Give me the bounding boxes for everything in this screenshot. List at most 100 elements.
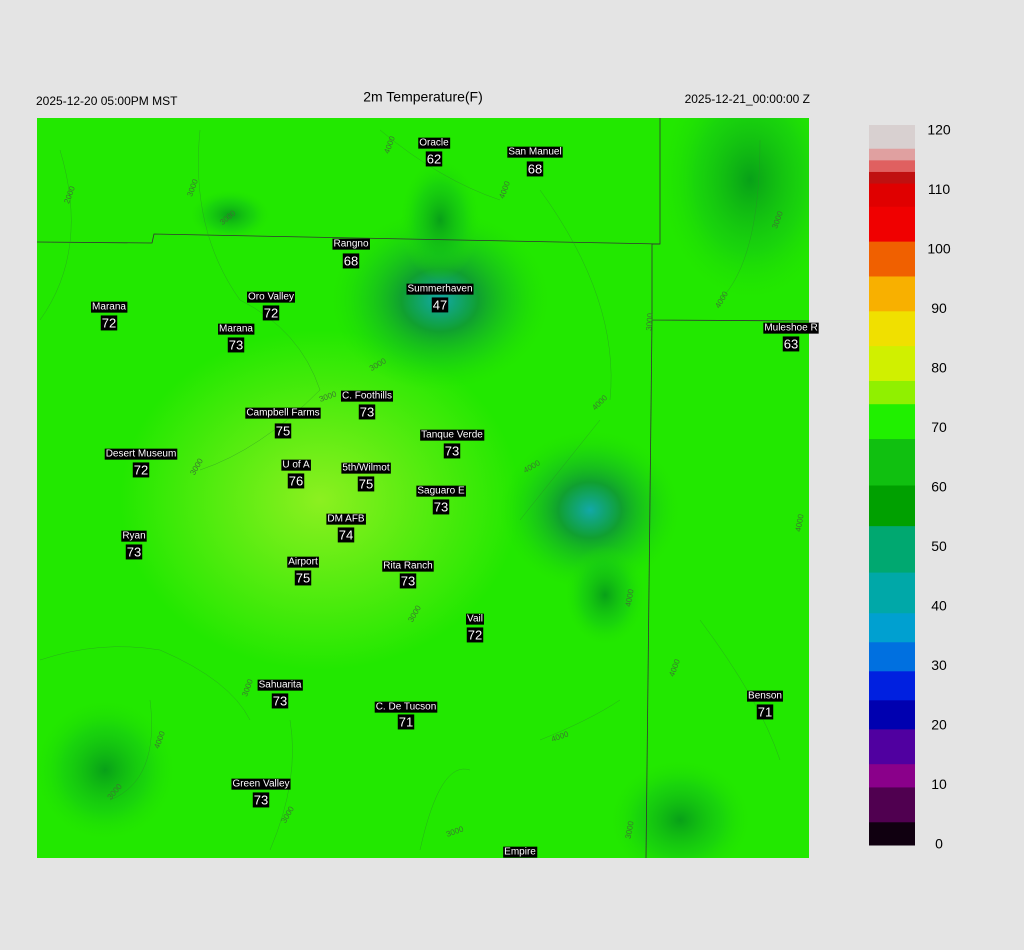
colorbar-segment xyxy=(869,380,915,405)
station-name-box: Rangno xyxy=(332,238,370,250)
station-value-box: 73 xyxy=(252,792,270,808)
label-bg xyxy=(406,283,474,295)
contour-label: 4000 xyxy=(794,513,806,533)
station-value-box: 74 xyxy=(337,527,355,543)
station-name-box: Vail xyxy=(466,613,484,625)
label-bg xyxy=(466,613,484,625)
station-name-box: Summerhaven xyxy=(406,283,474,295)
station-value: 68 xyxy=(344,253,358,268)
colorbar-segment xyxy=(869,821,915,846)
label-bg xyxy=(231,778,291,790)
station-name: Marana xyxy=(92,302,126,313)
colorbar-label: 40 xyxy=(931,598,947,614)
label-bg xyxy=(287,556,319,568)
station-value: 73 xyxy=(127,544,141,559)
colorbar-label: 20 xyxy=(931,717,947,733)
station-value-box: 73 xyxy=(399,573,417,589)
station-value-box: 73 xyxy=(227,337,245,353)
label-bg xyxy=(399,573,417,589)
label-bg xyxy=(747,690,783,702)
colorbar-segment xyxy=(869,345,915,381)
station-value: 72 xyxy=(134,462,148,477)
colorbar-segment xyxy=(869,125,915,149)
contour-label: 3000 xyxy=(624,820,636,840)
station-value: 72 xyxy=(264,305,278,320)
label-bg xyxy=(526,161,544,177)
station-name: Oro Valley xyxy=(248,292,294,303)
station-value: 75 xyxy=(359,476,373,491)
station-name-box: 5th/Wilmot xyxy=(341,462,391,474)
station-value: 75 xyxy=(276,423,290,438)
colorbar-segment xyxy=(869,148,915,161)
colorbar-segment xyxy=(869,310,915,347)
colorbar-segment xyxy=(869,403,915,440)
label-bg xyxy=(121,530,147,542)
label-bg xyxy=(227,337,245,353)
station-name: Summerhaven xyxy=(407,284,472,295)
label-bg xyxy=(274,423,292,439)
station-value-box: 75 xyxy=(274,423,292,439)
label-bg xyxy=(332,238,370,250)
station-value-box: 73 xyxy=(271,693,289,709)
station-name: DM AFB xyxy=(327,514,365,525)
station-name: Green Valley xyxy=(232,779,289,790)
station-name: Empire xyxy=(504,847,536,858)
station-name-box: Campbell Farms xyxy=(245,407,321,419)
label-bg xyxy=(281,459,311,471)
colorbar-segment xyxy=(869,241,915,277)
contour-label: 4000 xyxy=(624,588,636,608)
label-bg xyxy=(257,679,303,691)
station-value: 47 xyxy=(433,297,447,312)
station-value-box: 73 xyxy=(432,499,450,515)
colorbar-segment xyxy=(869,438,915,486)
station-name-box: Ryan xyxy=(121,530,147,542)
station-name-box: Tanque Verde xyxy=(420,429,485,441)
label-bg xyxy=(294,570,312,586)
station-name: Ryan xyxy=(122,531,145,542)
label-bg xyxy=(125,544,143,560)
colorbar-segment xyxy=(869,275,915,312)
label-bg xyxy=(245,407,321,419)
label-bg xyxy=(104,448,178,460)
station-value-box: 73 xyxy=(125,544,143,560)
label-bg xyxy=(218,323,255,335)
station-value: 73 xyxy=(254,792,268,807)
station-value: 74 xyxy=(339,527,353,542)
label-bg xyxy=(337,527,355,543)
station-name-box: C. Foothills xyxy=(340,390,394,402)
contour-label: 3000 xyxy=(644,312,655,331)
colorbar-segment xyxy=(869,159,915,172)
station-value: 73 xyxy=(445,443,459,458)
station-value-box: 73 xyxy=(358,404,376,420)
label-bg xyxy=(271,693,289,709)
station-name-box: Sahuarita xyxy=(257,679,303,691)
station-value-box: 72 xyxy=(100,315,118,331)
station-value-box: 72 xyxy=(466,627,484,643)
colorbar-segment xyxy=(869,641,915,672)
station-value-box: 68 xyxy=(526,161,544,177)
station-value: 73 xyxy=(273,693,287,708)
label-bg xyxy=(466,627,484,643)
station-name: Tanque Verde xyxy=(421,430,483,441)
station-name: Benson xyxy=(748,691,782,702)
station-name: C. De Tucson xyxy=(376,702,437,713)
station-name-box: Marana xyxy=(218,323,255,335)
colorbar-label: 60 xyxy=(931,479,947,495)
station-name: Muleshoe R xyxy=(764,323,817,334)
station-name-box: Saguaro E xyxy=(416,485,466,497)
label-bg xyxy=(262,305,280,321)
station-value-box: 76 xyxy=(287,473,305,489)
station-value: 63 xyxy=(784,336,798,351)
label-bg xyxy=(287,473,305,489)
colorbar-label: 120 xyxy=(927,122,951,138)
colorbar-segment xyxy=(869,485,915,527)
label-bg xyxy=(425,151,443,167)
station-value-box: 72 xyxy=(132,462,150,478)
colorbar-segment xyxy=(869,572,915,614)
station-name-box: San Manuel xyxy=(507,146,563,158)
station-value-box: 73 xyxy=(443,443,461,459)
station-value-box: 68 xyxy=(342,253,360,269)
station-name: Vail xyxy=(467,614,483,625)
colorbar-segment xyxy=(869,525,915,573)
